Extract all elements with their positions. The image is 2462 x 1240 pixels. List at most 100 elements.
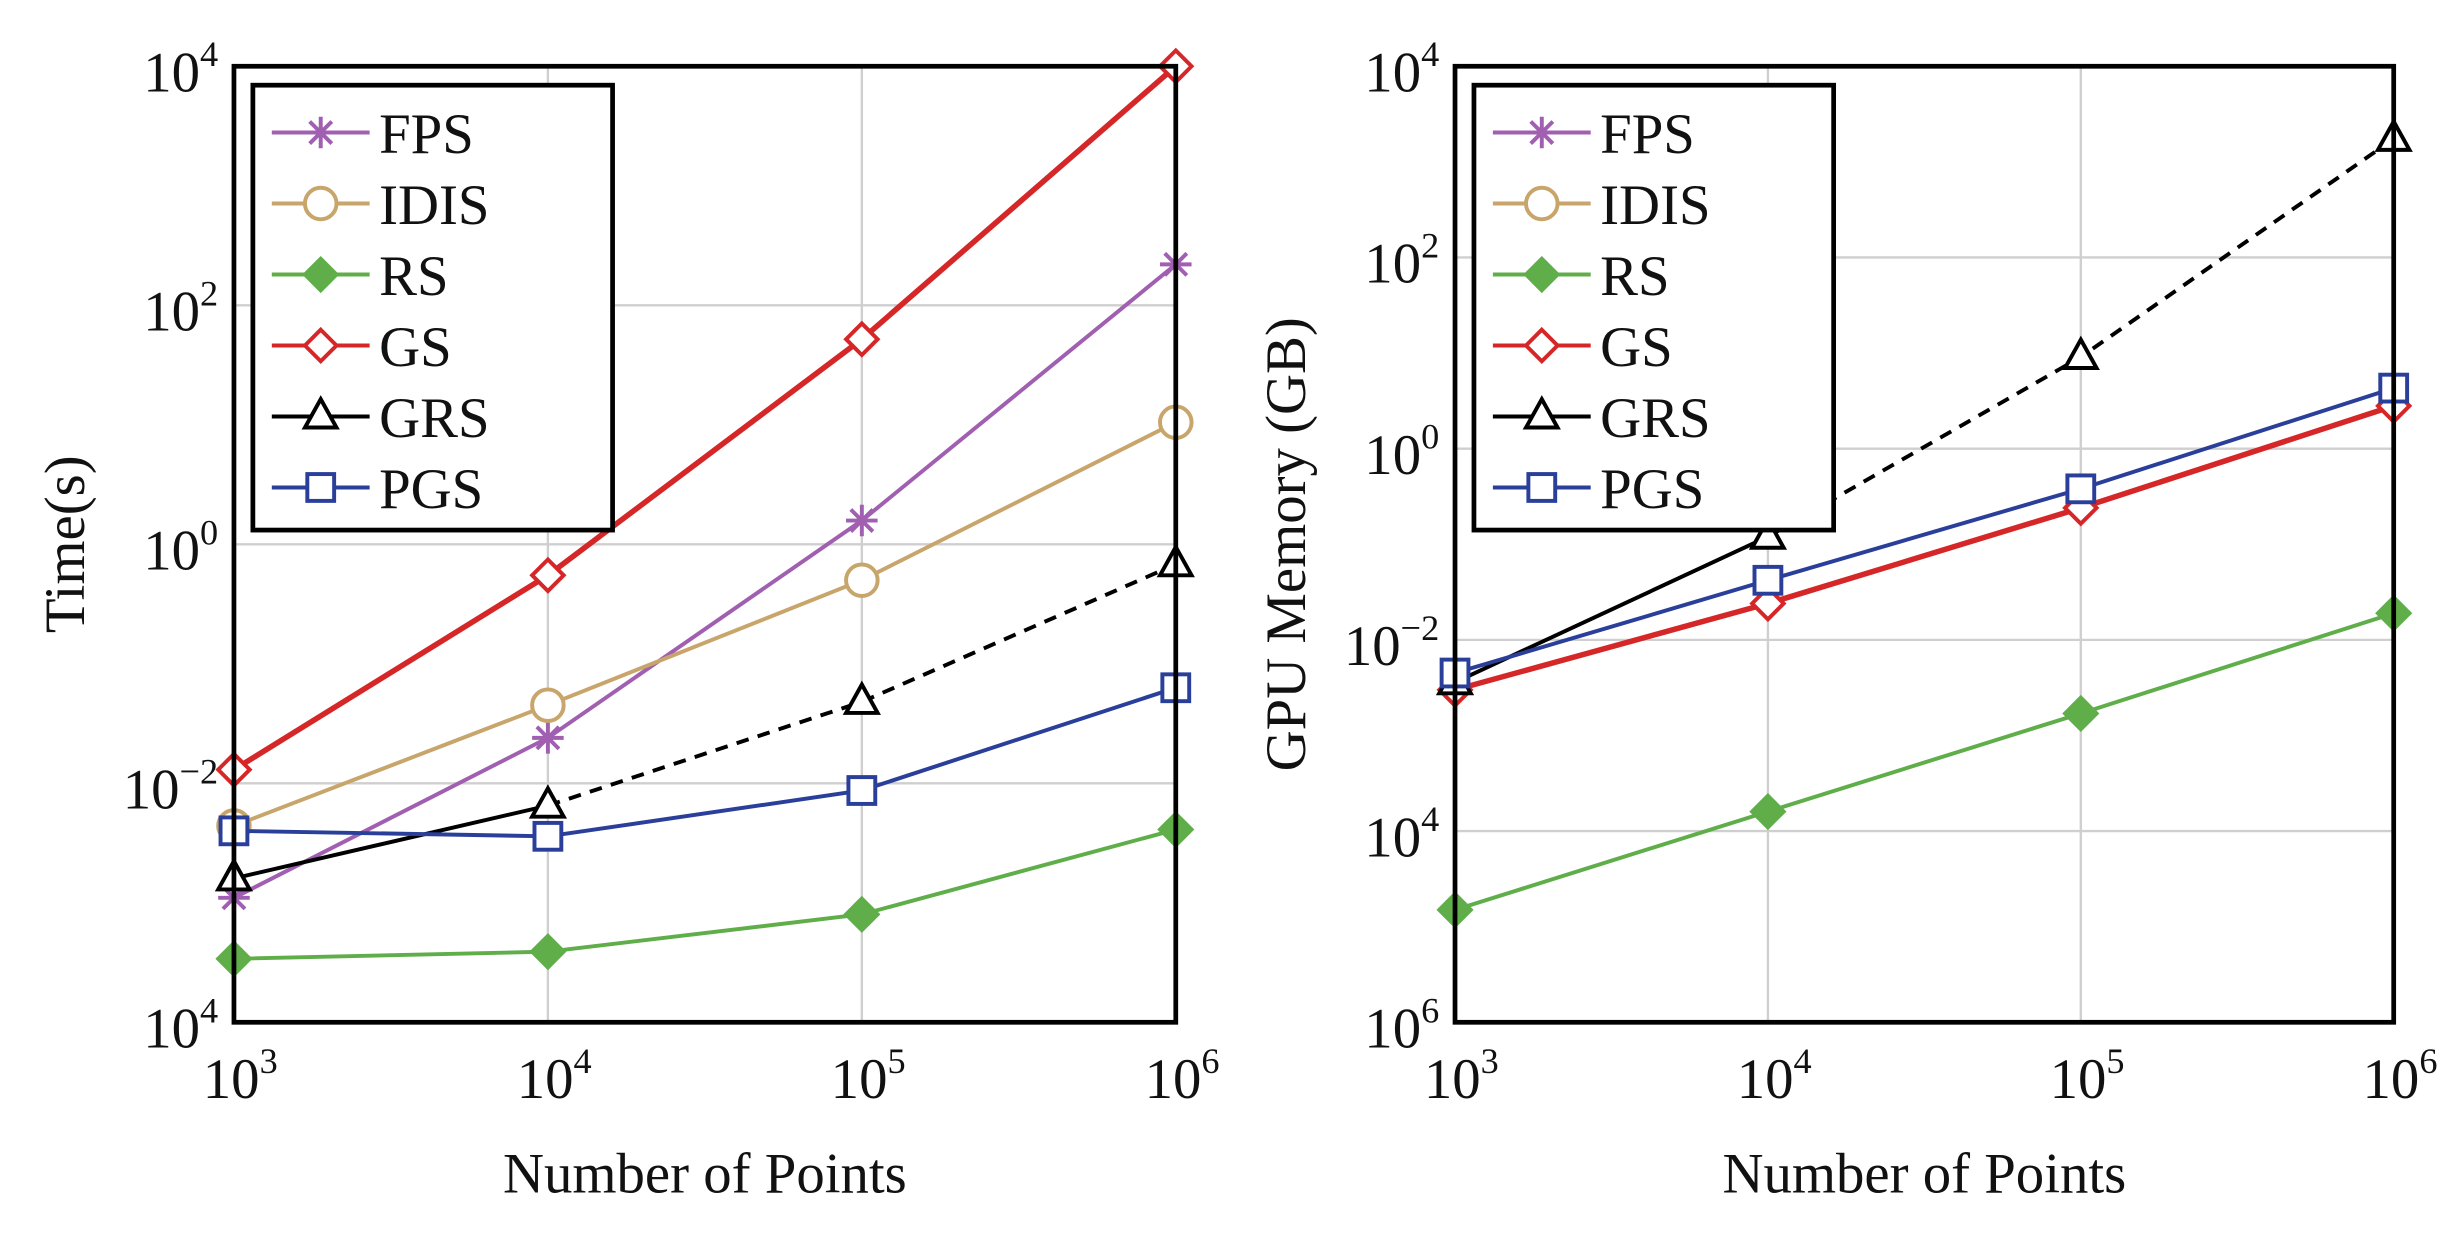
legend-label: FPS bbox=[1600, 103, 1695, 166]
x-tick-label-base: 10 bbox=[2050, 1048, 2107, 1111]
legend-label: IDIS bbox=[1600, 174, 1710, 237]
marker bbox=[1523, 326, 1561, 365]
x-tick-label-exp: 5 bbox=[2106, 1041, 2124, 1081]
y-axis-label: GPU Memory (GB) bbox=[1255, 317, 1318, 771]
marker bbox=[1748, 515, 1788, 550]
y-tick-label: 104 bbox=[143, 34, 218, 104]
y-tick-label-base: 10 bbox=[143, 42, 200, 105]
series-line bbox=[1454, 386, 2395, 675]
marker bbox=[302, 185, 339, 222]
x-tick-label: 103 bbox=[203, 1041, 278, 1111]
y-tick-label-exp: −2 bbox=[1401, 608, 1440, 648]
marker bbox=[844, 562, 880, 598]
x-tick-label-exp: 4 bbox=[1794, 1041, 1812, 1081]
marker bbox=[529, 556, 567, 594]
y-tick-label-base: 10 bbox=[1364, 424, 1421, 487]
marker bbox=[304, 116, 337, 149]
series-line bbox=[233, 803, 549, 881]
y-tick-label-exp: −2 bbox=[180, 751, 219, 791]
y-tick-label-base: 10 bbox=[1364, 233, 1421, 296]
y-tick-label: 102 bbox=[143, 273, 218, 343]
x-tick-label: 105 bbox=[831, 1041, 906, 1111]
marker bbox=[1752, 564, 1784, 596]
series-line bbox=[233, 262, 1178, 900]
marker bbox=[1526, 472, 1558, 503]
marker bbox=[532, 820, 564, 852]
y-tick-label-base: 10 bbox=[123, 759, 180, 822]
y-tick-label: 100 bbox=[143, 512, 218, 582]
marker bbox=[1523, 255, 1561, 294]
marker bbox=[843, 320, 881, 358]
marker bbox=[1749, 793, 1787, 831]
y-tick-label: 100 bbox=[1364, 417, 1439, 487]
legend-label: PGS bbox=[1600, 458, 1704, 521]
y-tick-label-base: 10 bbox=[143, 520, 200, 583]
y-tick-label-exp: 0 bbox=[200, 512, 218, 552]
series-line bbox=[1454, 611, 2395, 912]
x-tick-label-exp: 3 bbox=[260, 1041, 278, 1081]
marker bbox=[302, 255, 340, 294]
series-line bbox=[1454, 403, 2395, 693]
y-tick-label-exp: 4 bbox=[200, 34, 218, 74]
y-tick-label-exp: 6 bbox=[1421, 990, 1439, 1030]
legend-label: GS bbox=[379, 316, 452, 379]
y-tick-label-exp: 4 bbox=[1421, 799, 1439, 839]
legend-box bbox=[250, 82, 615, 533]
series-line bbox=[233, 827, 1177, 961]
x-tick-label-base: 10 bbox=[831, 1048, 888, 1111]
y-tick-label: 102 bbox=[1364, 225, 1439, 295]
x-tick-label-base: 10 bbox=[203, 1048, 260, 1111]
x-tick-label-base: 10 bbox=[517, 1048, 574, 1111]
marker bbox=[301, 395, 340, 430]
x-tick-label-base: 10 bbox=[1424, 1048, 1481, 1111]
x-tick-label-exp: 5 bbox=[887, 1041, 905, 1081]
marker bbox=[302, 326, 340, 365]
y-tick-label: 10−2 bbox=[123, 751, 218, 821]
y-tick-label-exp: 0 bbox=[1421, 417, 1439, 457]
y-tick-label-base: 10 bbox=[143, 281, 200, 344]
legend-label: RS bbox=[1600, 245, 1669, 308]
y-tick-label: 106 bbox=[1364, 990, 1439, 1060]
series-line bbox=[233, 685, 1177, 839]
legend-label: FPS bbox=[379, 103, 474, 166]
marker bbox=[1524, 185, 1560, 222]
marker bbox=[528, 784, 568, 819]
x-tick-label: 106 bbox=[2363, 1041, 2438, 1111]
x-tick-label: 104 bbox=[517, 1041, 592, 1111]
y-tick-label-exp: 4 bbox=[1421, 34, 1439, 74]
x-axis-label: Number of Points bbox=[1722, 1143, 2126, 1206]
x-axis-label: Number of Points bbox=[503, 1143, 907, 1206]
y-tick-label: 104 bbox=[143, 990, 218, 1060]
marker bbox=[2065, 473, 2097, 505]
legend-label: RS bbox=[379, 245, 448, 308]
legend-label: GRS bbox=[1600, 387, 1710, 450]
x-tick-label-exp: 4 bbox=[574, 1041, 592, 1081]
x-tick-label-exp: 6 bbox=[1201, 1041, 1219, 1081]
y-tick-label: 104 bbox=[1364, 34, 1439, 104]
marker bbox=[305, 472, 337, 503]
marker bbox=[2061, 335, 2100, 370]
marker bbox=[529, 933, 567, 971]
legend-label: GRS bbox=[379, 387, 489, 450]
x-tick-label-base: 10 bbox=[1737, 1048, 1794, 1111]
marker bbox=[2062, 694, 2100, 733]
legend-label: GS bbox=[1600, 316, 1673, 379]
marker bbox=[846, 775, 878, 806]
y-tick-label-base: 10 bbox=[1364, 998, 1421, 1061]
y-tick-label-base: 10 bbox=[1364, 42, 1421, 105]
y-tick-label: 10−2 bbox=[1344, 608, 1439, 678]
y-tick-label-base: 10 bbox=[1344, 615, 1401, 678]
y-axis-label: Time(s) bbox=[34, 455, 97, 633]
y-tick-label-base: 10 bbox=[143, 998, 200, 1061]
marker bbox=[843, 895, 881, 933]
y-tick-label-exp: 2 bbox=[200, 273, 218, 313]
y-tick-label-exp: 4 bbox=[200, 990, 218, 1030]
x-tick-label: 106 bbox=[1145, 1041, 1220, 1111]
x-tick-label: 105 bbox=[2050, 1041, 2125, 1111]
marker bbox=[1522, 395, 1561, 430]
marker bbox=[532, 722, 564, 754]
series-line bbox=[233, 420, 1177, 828]
x-tick-label: 103 bbox=[1424, 1041, 1499, 1111]
plot-frame bbox=[1452, 63, 2397, 1025]
